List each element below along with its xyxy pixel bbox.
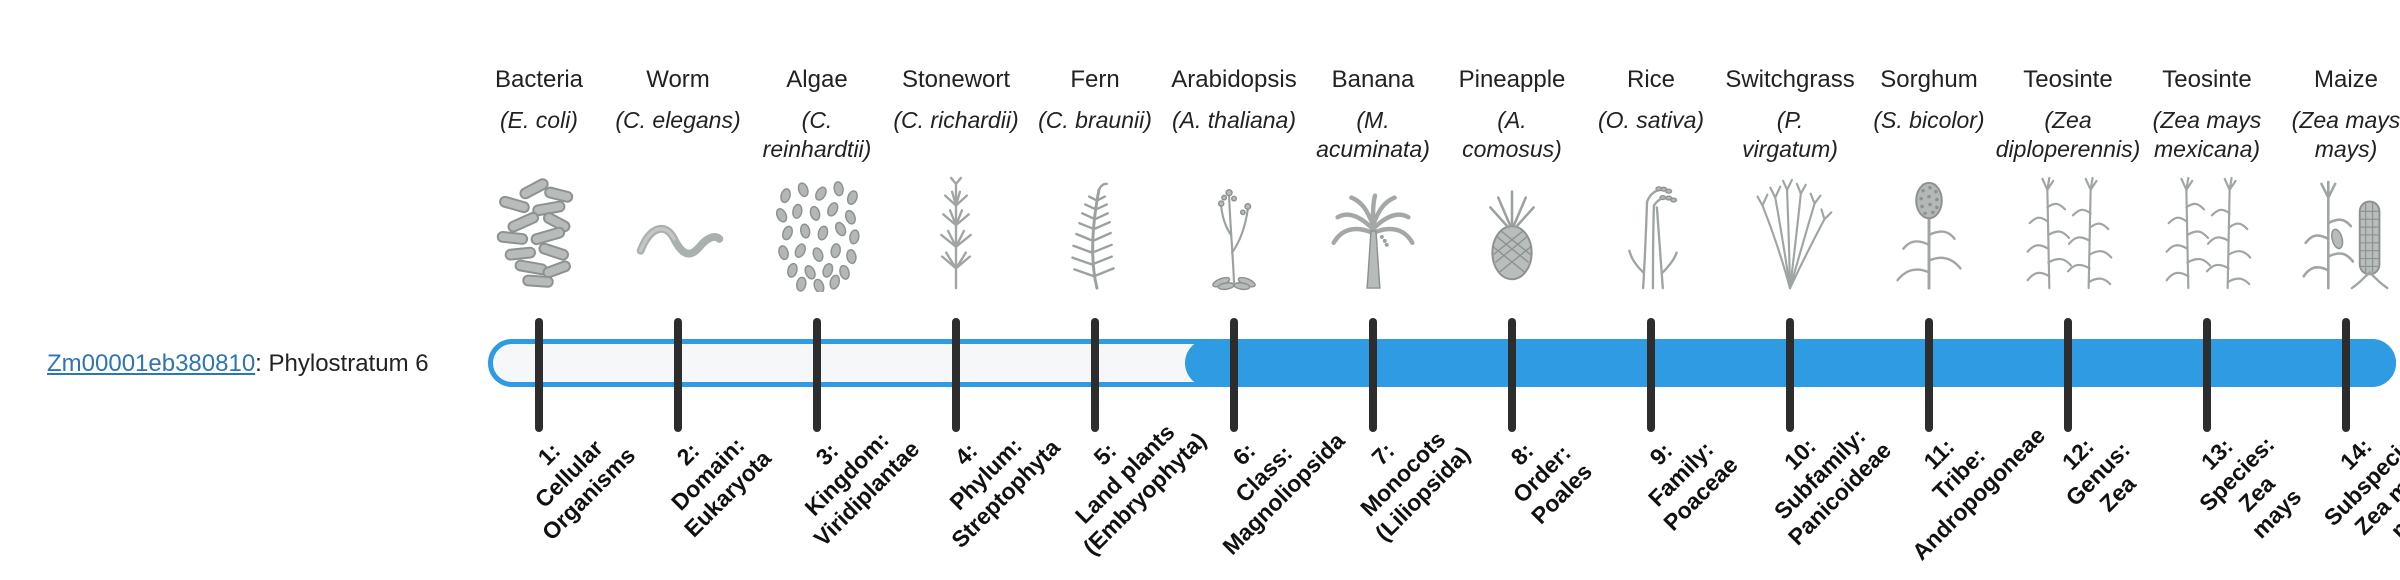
organism-name: Algae [786, 66, 848, 93]
organism-scientific-name: (Zea mays mexicana) [2152, 107, 2262, 162]
organism-column: Teosinte (Zea mays mexicana) [2127, 60, 2287, 300]
bacteria-icon [486, 174, 592, 292]
organism-column: Banana (M. acuminata) [1293, 60, 1453, 300]
gene-link[interactable]: Zm00001eb380810 [47, 350, 256, 377]
organism-name: Worm [646, 66, 710, 93]
teosinte-icon [2154, 174, 2260, 292]
organism-scientific-name: (Zea diploperennis) [1995, 107, 2141, 162]
stratum-tick [2203, 318, 2211, 432]
organism-scientific-name: (A. thaliana) [1171, 107, 1296, 133]
organism-scientific-name: (C. reinhardtii) [762, 107, 872, 162]
arabidopsis-icon [1181, 174, 1287, 292]
switchgrass-icon [1737, 174, 1843, 292]
organism-column: Worm (C. elegans) [598, 60, 758, 300]
organism-scientific-name: (P. virgatum) [1742, 107, 1838, 162]
stratum-tick [1786, 318, 1794, 432]
organism-name: Teosinte [2023, 66, 2113, 93]
organism-scientific-name: (O. sativa) [1597, 107, 1705, 133]
stratum-tick [1091, 318, 1099, 432]
organism-column: Maize (Zea mays mays) [2266, 60, 2400, 300]
organism-name: Arabidopsis [1171, 66, 1297, 93]
stratum-tick [952, 318, 960, 432]
stratum-tick [2342, 318, 2350, 432]
organism-column: Bacteria (E. coli) [459, 60, 619, 300]
organism-scientific-name: (E. coli) [500, 107, 578, 133]
organism-name: Stonewort [901, 66, 1011, 93]
organism-name: Banana [1331, 66, 1415, 93]
organism-column: Pineapple (A. comosus) [1432, 60, 1592, 300]
organism-name: Teosinte [2162, 66, 2252, 93]
organism-name: Switchgrass [1725, 66, 1855, 93]
organism-column: Rice (O. sativa) [1571, 60, 1731, 300]
organism-scientific-name: (C. elegans) [615, 107, 741, 133]
algae-icon [764, 174, 870, 292]
organism-column: Arabidopsis (A. thaliana) [1154, 60, 1314, 300]
organism-name: Maize [2313, 66, 2379, 93]
sorghum-icon [1876, 174, 1982, 292]
stratum-tick [1230, 318, 1238, 432]
gene-label: Zm00001eb380810: Phylostratum 6 [47, 349, 429, 379]
stratum-tick [674, 318, 682, 432]
maize-icon [2293, 174, 2399, 292]
organism-name: Rice [1626, 66, 1675, 93]
worm-icon [625, 174, 731, 292]
organism-scientific-name: (C. richardii) [893, 107, 1019, 133]
stratum-tick [1647, 318, 1655, 432]
organism-scientific-name: (Zea mays mays) [2291, 107, 2400, 162]
organism-scientific-name: (C. braunii) [1038, 107, 1152, 133]
organism-name: Pineapple [1458, 66, 1566, 93]
organism-column: Switchgrass (P. virgatum) [1710, 60, 1870, 300]
organism-name: Fern [1070, 66, 1120, 93]
organism-scientific-name: (S. bicolor) [1873, 107, 1985, 133]
organism-name: Sorghum [1880, 66, 1978, 93]
organism-scientific-name: (A. comosus) [1462, 107, 1562, 162]
stratum-tick [535, 318, 543, 432]
fern-icon [1042, 174, 1148, 292]
teosinte-icon [2015, 174, 2121, 292]
stratum-tick [1925, 318, 1933, 432]
organism-column: Fern (C. braunii) [1015, 60, 1175, 300]
gene-phylostratum-text: : Phylostratum 6 [255, 350, 429, 377]
stratum-tick [1369, 318, 1377, 432]
stratum-tick [1508, 318, 1516, 432]
organism-column: Stonewort (C. richardii) [876, 60, 1036, 300]
banana-icon [1320, 174, 1426, 292]
stratum-tick [813, 318, 821, 432]
organism-scientific-name: (M. acuminata) [1316, 107, 1430, 162]
organism-column: Sorghum (S. bicolor) [1849, 60, 2009, 300]
organism-name: Bacteria [494, 66, 584, 93]
organism-column: Algae (C. reinhardtii) [737, 60, 897, 300]
pineapple-icon [1459, 174, 1565, 292]
stonewort-icon [903, 174, 1009, 292]
rice-icon [1598, 174, 1704, 292]
organism-column: Teosinte (Zea diploperennis) [1988, 60, 2148, 300]
stratum-tick [2064, 318, 2072, 432]
